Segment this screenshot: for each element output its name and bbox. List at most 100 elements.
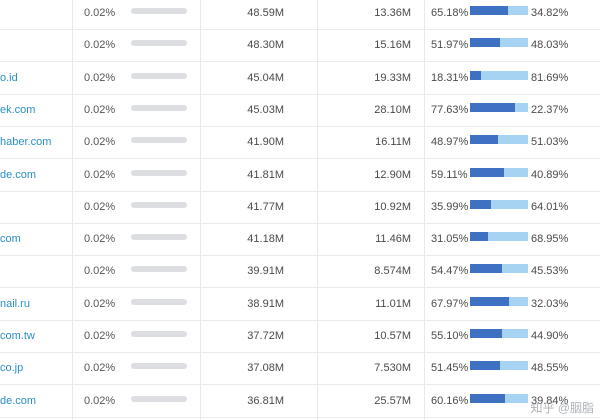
domain-link[interactable]: de.com [0, 394, 37, 407]
unique-visitors: 13.36M [374, 7, 411, 19]
total-visits: 45.03M [247, 103, 284, 116]
domain-link[interactable] [0, 0, 70, 29]
traffic-share: 0.02% [84, 394, 116, 407]
traffic-share: 0.02% [84, 233, 116, 246]
traffic-share-bar [131, 201, 187, 208]
domain-link[interactable]: nail.ru [0, 297, 30, 310]
traffic-share-bar [131, 331, 187, 337]
domain-link[interactable] [0, 256, 70, 287]
traffic-share: 0.02% [84, 39, 116, 52]
total-visits: 37.08M [247, 362, 284, 375]
traffic-share-bar [131, 104, 187, 111]
domain-link[interactable]: com [0, 233, 21, 246]
unique-visitors: 8.574M [374, 265, 411, 278]
split-right-percent: 81.69% [531, 71, 569, 84]
traffic-share-bar [131, 40, 187, 47]
split-right-percent: 48.55% [531, 362, 569, 375]
traffic-share-bar [131, 363, 187, 370]
table-row[interactable]: o.id 0.02% 45.04M 19.33M 18.31% 81.69% [0, 63, 600, 95]
table-row[interactable]: 0.02% 41.77M 10.92M 35.99% 64.01% [0, 192, 600, 224]
split-bar-fill [470, 329, 502, 338]
table-row[interactable]: ek.com 0.02% 45.03M 28.10M 77.63% 22.37% [0, 95, 600, 127]
domain-link[interactable]: ek.com [0, 103, 36, 116]
unique-visitors: 15.16M [374, 39, 411, 52]
domain-link[interactable]: com.tw [0, 330, 35, 342]
split-right-percent: 51.03% [531, 136, 569, 149]
split-right-percent: 40.89% [531, 168, 569, 181]
traffic-share-bar [131, 234, 187, 241]
table-row[interactable]: 0.02% 48.59M 13.36M 65.18% 34.82% [0, 0, 600, 30]
split-right-percent: 34.82% [531, 7, 569, 19]
traffic-share-bar [131, 395, 187, 402]
split-bar-fill [470, 102, 516, 112]
domain-link[interactable]: haber.com [0, 136, 52, 149]
total-visits: 48.30M [247, 39, 284, 52]
split-bar [470, 232, 528, 242]
split-left-percent: 65.18% [431, 7, 469, 19]
unique-visitors: 19.33M [374, 71, 411, 84]
total-visits: 38.91M [247, 297, 284, 310]
domain-link[interactable] [0, 192, 70, 223]
table-row[interactable]: nail.ru 0.02% 38.91M 11.01M 67.97% 32.03… [0, 289, 600, 321]
split-bar-fill [470, 135, 499, 145]
split-left-percent: 48.97% [431, 136, 469, 149]
split-bar [470, 393, 528, 403]
split-left-percent: 31.05% [431, 233, 469, 246]
unique-visitors: 12.90M [374, 168, 411, 181]
table-row[interactable]: de.com 0.02% 41.81M 12.90M 59.11% 40.89% [0, 160, 600, 192]
total-visits: 41.77M [247, 200, 284, 213]
split-bar-fill [470, 167, 505, 177]
traffic-share: 0.02% [84, 297, 116, 310]
traffic-share: 0.02% [84, 71, 116, 84]
total-visits: 37.72M [247, 330, 284, 342]
traffic-share-bar [131, 169, 187, 176]
split-left-percent: 51.97% [431, 39, 469, 52]
split-left-percent: 67.97% [431, 297, 469, 310]
split-bar-fill [470, 361, 500, 371]
split-left-percent: 18.31% [431, 71, 469, 84]
unique-visitors: 10.57M [374, 330, 411, 342]
split-right-percent: 32.03% [531, 297, 569, 310]
table-row[interactable]: com.tw 0.02% 37.72M 10.57M 55.10% 44.90% [0, 321, 600, 353]
table-row[interactable]: haber.com 0.02% 41.90M 16.11M 48.97% 51.… [0, 127, 600, 160]
split-bar [470, 6, 528, 15]
traffic-share: 0.02% [84, 168, 116, 181]
total-visits: 41.90M [247, 136, 284, 149]
table-row[interactable]: co.jp 0.02% 37.08M 7.530M 51.45% 48.55% [0, 353, 600, 386]
split-left-percent: 55.10% [431, 330, 469, 342]
domain-link[interactable]: de.com [0, 168, 37, 181]
total-visits: 41.81M [247, 168, 284, 181]
table-row[interactable]: de.com 0.02% 36.81M 25.57M 60.16% 39.84% [0, 386, 600, 418]
traffic-share: 0.02% [84, 265, 116, 278]
domain-link[interactable]: o.id [0, 71, 18, 84]
split-bar [470, 102, 528, 112]
split-left-percent: 60.16% [431, 394, 469, 407]
unique-visitors: 11.46M [375, 233, 411, 246]
table-row[interactable]: 0.02% 39.91M 8.574M 54.47% 45.53% [0, 256, 600, 289]
total-visits: 39.91M [247, 265, 284, 278]
split-bar [470, 135, 528, 145]
table-row[interactable]: 0.02% 48.30M 15.16M 51.97% 48.03% [0, 30, 600, 63]
unique-visitors: 11.01M [375, 297, 411, 310]
traffic-share-bar [131, 137, 187, 144]
table-row[interactable]: com 0.02% 41.18M 11.46M 31.05% 68.95% [0, 224, 600, 257]
unique-visitors: 28.10M [374, 103, 411, 116]
split-bar-fill [470, 264, 502, 274]
split-bar-fill [470, 296, 510, 306]
traffic-share: 0.02% [84, 330, 116, 342]
split-right-percent: 45.53% [531, 265, 569, 278]
split-bar-fill [470, 199, 491, 209]
split-bar-fill [470, 70, 481, 80]
split-left-percent: 35.99% [431, 200, 469, 213]
split-bar [470, 264, 528, 274]
split-right-percent: 39.84% [531, 394, 569, 407]
unique-visitors: 16.11M [375, 136, 411, 149]
traffic-share-bar [131, 298, 187, 305]
domain-link[interactable]: co.jp [0, 362, 24, 375]
unique-visitors: 25.57M [374, 394, 411, 407]
total-visits: 45.04M [247, 71, 284, 84]
split-bar [470, 329, 528, 338]
total-visits: 48.59M [247, 7, 284, 19]
domain-link[interactable] [0, 30, 70, 61]
watermark: 知乎 @胭脂 [530, 401, 594, 415]
